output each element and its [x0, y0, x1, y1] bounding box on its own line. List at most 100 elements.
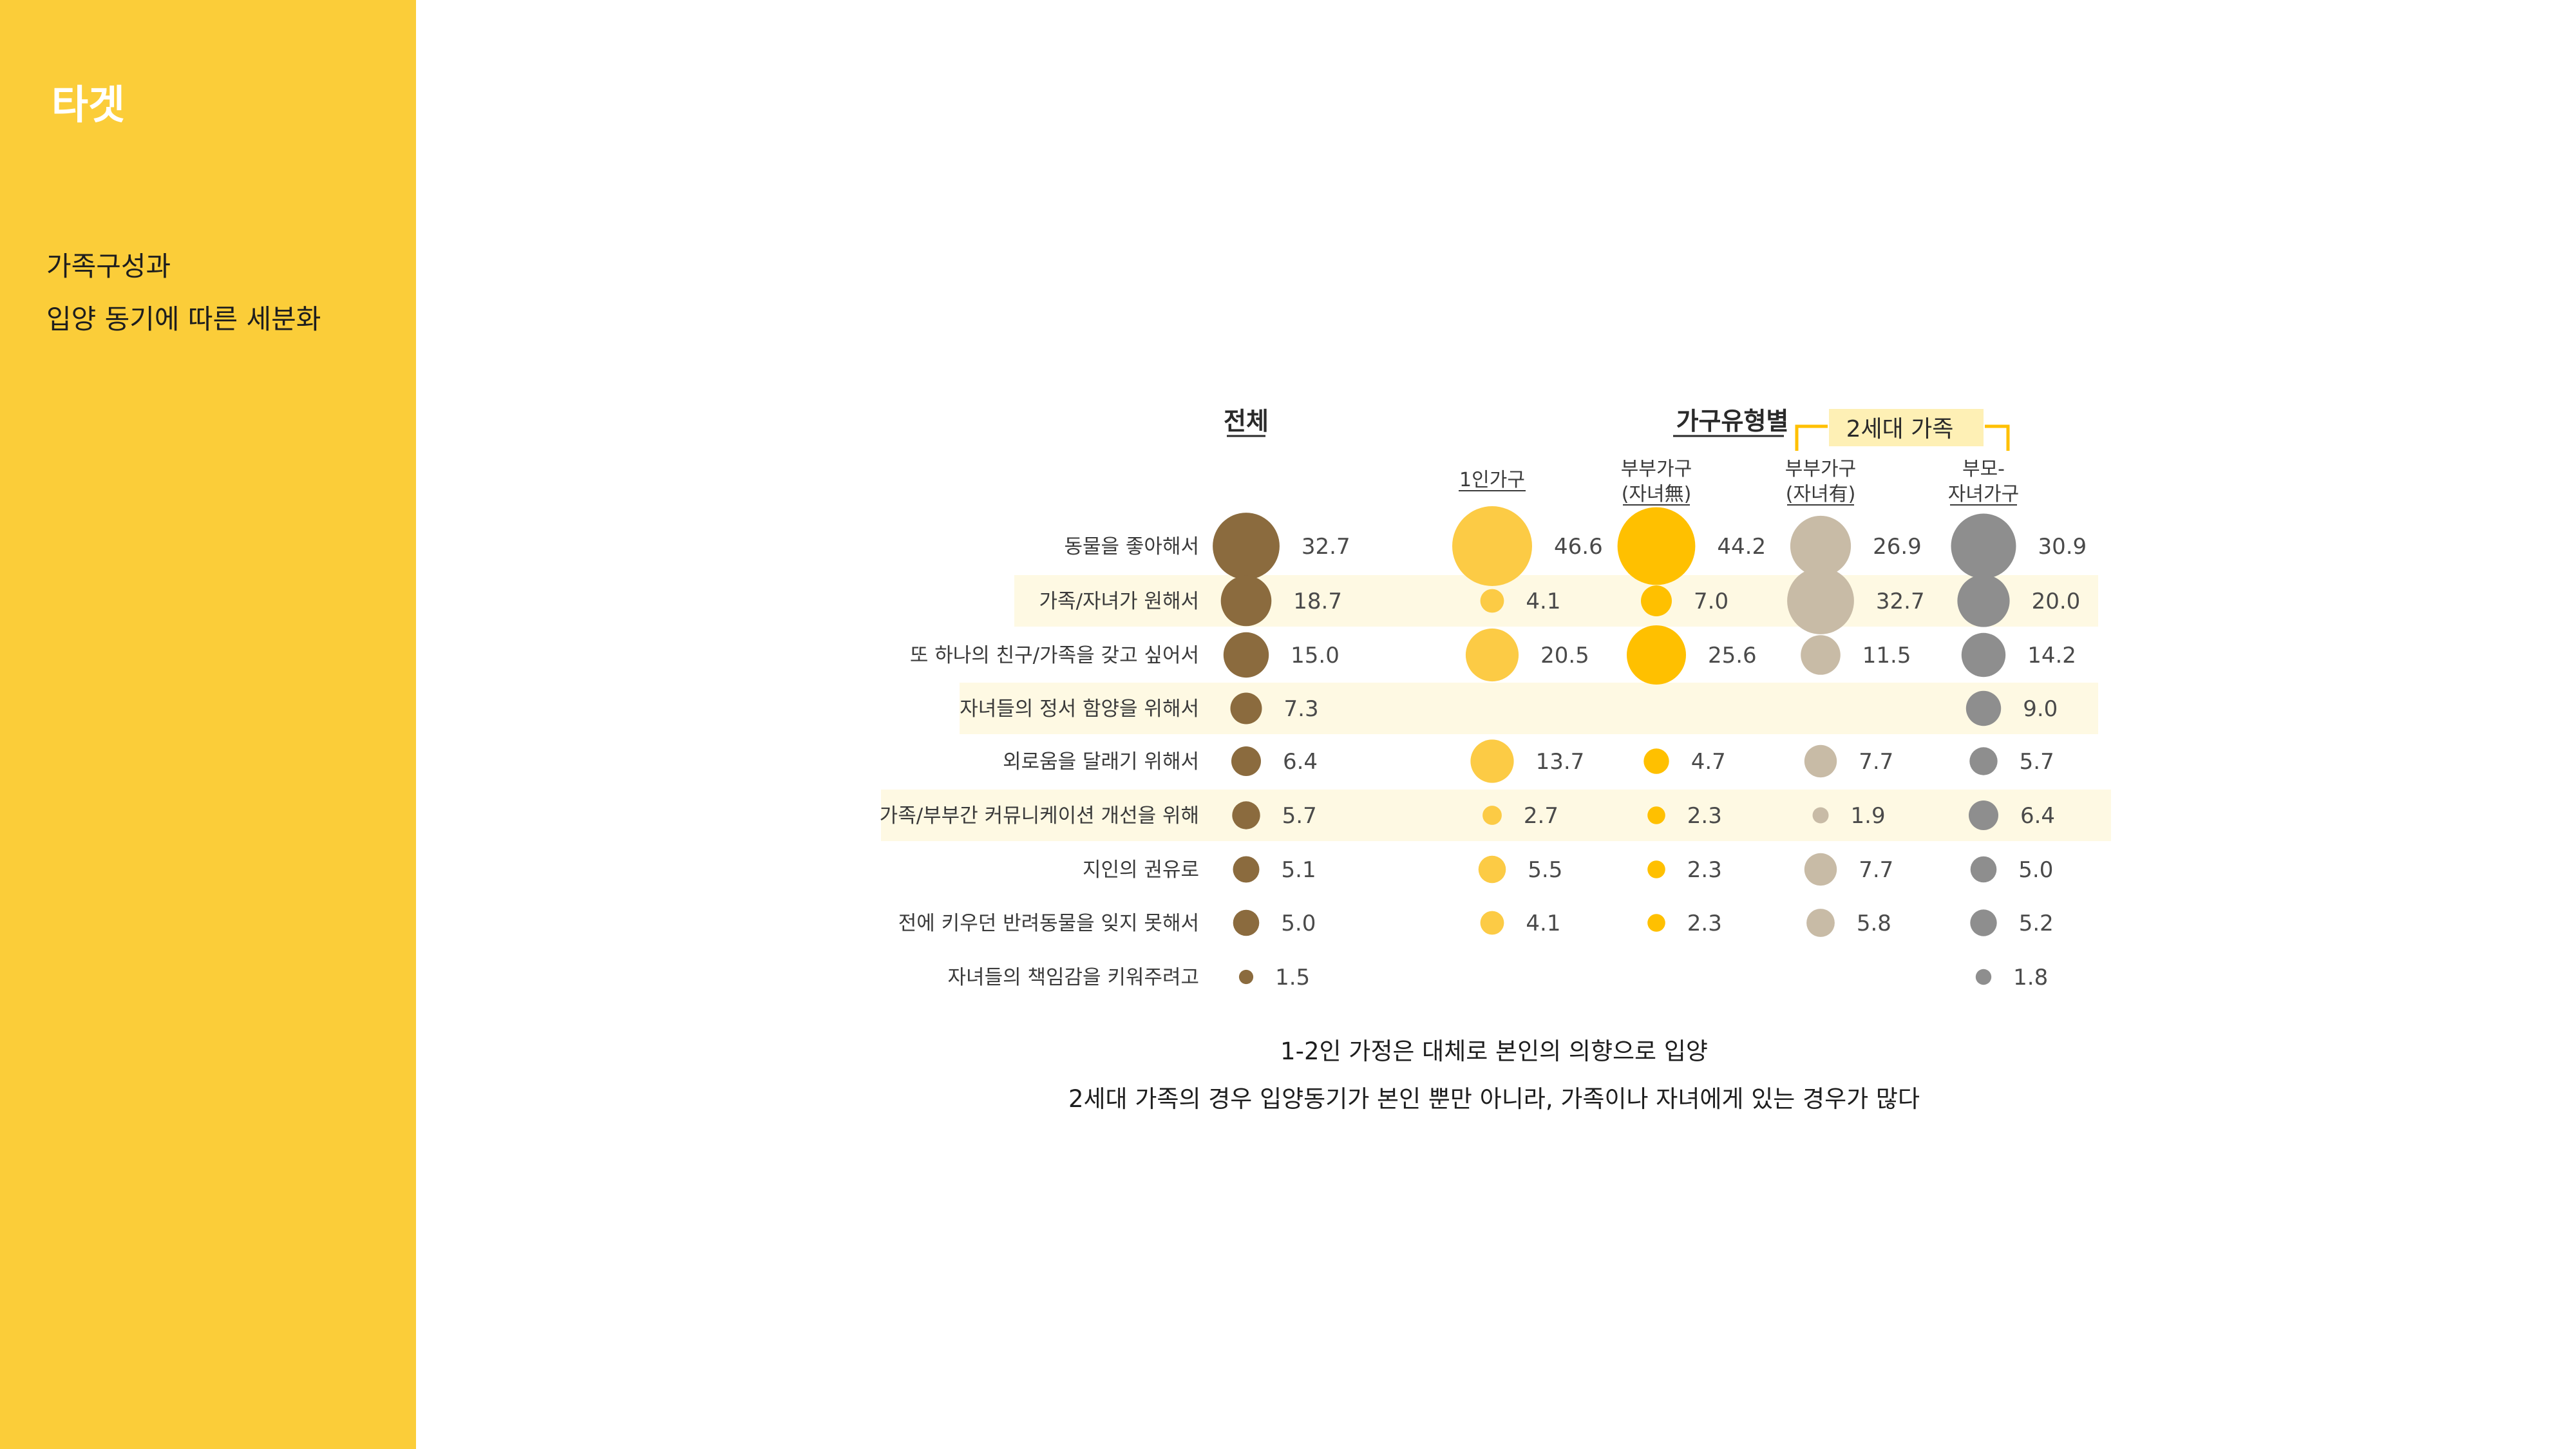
bubble [1482, 806, 1502, 825]
bubble [1233, 856, 1260, 883]
column-header: (자녀有) [1786, 483, 1856, 506]
data-label: 5.1 [1282, 857, 1316, 883]
category-label: 가족/자녀가 원해서 [1039, 590, 1199, 613]
data-label: 7.0 [1694, 589, 1728, 614]
data-label: 32.7 [1876, 589, 1925, 614]
bubble [1452, 506, 1532, 586]
data-label: 5.5 [1528, 857, 1562, 883]
data-label: 7.7 [1859, 749, 1893, 775]
highlight-band [1014, 575, 2098, 627]
data-label: 9.0 [2023, 696, 2058, 722]
bubble [1961, 632, 2006, 677]
bubble [1647, 860, 1665, 878]
bubble [1478, 855, 1506, 884]
highlight-band [960, 683, 2098, 734]
bubble [1647, 914, 1665, 932]
data-label: 1.8 [2013, 965, 2048, 990]
bubble [1232, 801, 1260, 829]
column-header: 부모- [1962, 458, 2005, 480]
two-gen-header-box [1829, 409, 1984, 446]
data-label: 5.7 [2020, 749, 2054, 775]
column-header: (자녀無) [1622, 483, 1692, 506]
data-label: 44.2 [1717, 534, 1766, 560]
bubble [1641, 585, 1672, 616]
data-label: 2.3 [1687, 857, 1722, 883]
bubble [1238, 969, 1254, 985]
data-label: 14.2 [2027, 643, 2076, 668]
bubble [1231, 746, 1261, 776]
caption-line-2: 2세대 가족의 경우 입양동기가 본인 뿐만 아니라, 가족이나 자녀에게 있는… [1068, 1085, 1920, 1113]
data-label: 5.2 [2019, 911, 2054, 936]
two-gen-bracket [1795, 424, 2010, 451]
bubble [1957, 574, 2010, 627]
column-header: 1인가구 [1459, 469, 1525, 491]
bubble [1480, 589, 1504, 613]
data-label: 26.9 [1873, 534, 1922, 560]
category-label: 지인의 권유로 [1083, 858, 1199, 882]
data-label: 32.7 [1302, 534, 1350, 560]
category-label: 자녀들의 정서 함양을 위해서 [960, 697, 1199, 721]
data-label: 25.6 [1708, 643, 1757, 668]
data-label: 4.1 [1526, 911, 1560, 936]
data-label: 7.3 [1284, 696, 1319, 722]
data-label: 2.7 [1524, 803, 1558, 829]
data-label: 4.7 [1691, 749, 1726, 775]
data-label: 13.7 [1536, 749, 1585, 775]
data-label: 5.7 [1282, 803, 1317, 829]
subtitle-line-1: 가족구성과 [46, 251, 171, 282]
data-label: 5.8 [1857, 911, 1891, 936]
sidebar: 타겟 가족구성과 입양 동기에 따른 세분화 [0, 0, 416, 1449]
data-label: 7.7 [1859, 857, 1893, 883]
bubble [1970, 909, 1997, 936]
data-label: 1.9 [1851, 803, 1886, 829]
data-label: 2.3 [1687, 803, 1722, 829]
bubble [1790, 515, 1852, 577]
category-label: 또 하나의 친구/가족을 갖고 싶어서 [910, 644, 1199, 667]
column-header: 부부가구 [1621, 458, 1692, 480]
column-header: 자녀가구 [1948, 483, 2019, 506]
subtitle-line-2: 입양 동기에 따른 세분화 [46, 303, 321, 335]
header-by-household: 가구유형별 [1676, 407, 1789, 435]
bubble [1969, 747, 1998, 775]
data-label: 2.3 [1687, 911, 1722, 936]
data-label: 5.0 [1281, 911, 1316, 936]
data-label: 11.5 [1862, 643, 1911, 668]
bubble [1233, 909, 1260, 936]
column-header: 부부가구 [1785, 458, 1856, 480]
bubble [1230, 692, 1262, 724]
page-title: 타겟 [52, 81, 126, 128]
caption-line-1: 1-2인 가정은 대체로 본인의 의향으로 입양 [1280, 1037, 1708, 1065]
category-label: 전에 키우던 반려동물을 잊지 못해서 [898, 912, 1199, 935]
category-label: 동물을 좋아해서 [1065, 535, 1200, 558]
header-two-gen: 2세대 가족 [1846, 416, 1954, 442]
category-label: 가족/부부간 커뮤니케이션 개선을 위해 [880, 804, 1199, 828]
data-label: 4.1 [1526, 589, 1560, 614]
data-label: 30.9 [2038, 534, 2087, 560]
bubble [1465, 628, 1519, 682]
bubble [1804, 853, 1837, 886]
data-label: 20.5 [1540, 643, 1589, 668]
header-total: 전체 [1224, 407, 1269, 435]
data-label: 18.7 [1293, 589, 1342, 614]
bubble [1787, 567, 1854, 634]
bubble [1969, 800, 1998, 830]
bubble [1801, 635, 1841, 675]
bubble [1617, 507, 1696, 585]
bubble [1480, 911, 1504, 935]
bubble [1643, 748, 1669, 774]
bubble [1647, 806, 1665, 824]
data-label: 5.0 [2018, 857, 2053, 883]
data-label: 6.4 [1283, 749, 1318, 775]
bubble [1812, 807, 1829, 824]
data-label: 20.0 [2032, 589, 2081, 614]
bubble [1970, 856, 1997, 883]
category-label: 자녀들의 책임감을 키워주려고 [948, 966, 1199, 989]
bubble [1975, 969, 1992, 985]
data-label: 6.4 [2020, 803, 2055, 829]
bubble [1627, 625, 1686, 685]
data-label: 46.6 [1554, 534, 1603, 560]
bubble [1965, 690, 2002, 726]
bubble [1470, 739, 1514, 783]
bubble [1223, 632, 1269, 678]
